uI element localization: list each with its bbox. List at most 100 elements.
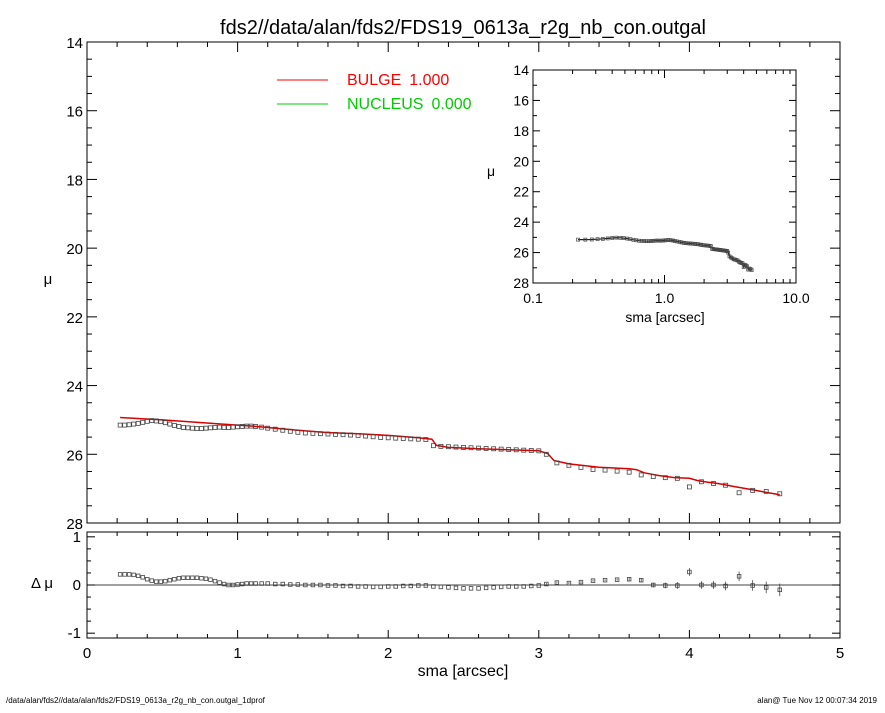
residual-point (167, 577, 173, 583)
data-point (461, 445, 466, 450)
footer-timestamp: alan@ Tue Nov 12 00:07:34 2019 (757, 696, 877, 705)
data-point (310, 430, 316, 436)
residual-point (248, 581, 254, 586)
data-point (208, 425, 213, 431)
data-point (199, 426, 204, 431)
inset-data-point (677, 240, 682, 244)
legend: BULGE 1.000 NUCLEUS 0.000 (277, 72, 472, 113)
residual-point (295, 582, 301, 587)
data-point (423, 437, 429, 442)
data-point (711, 481, 716, 486)
data-point (662, 475, 668, 481)
data-point (244, 423, 250, 429)
inset-data-point (744, 263, 748, 268)
data-point (513, 447, 519, 453)
inset-panel: 14 16 18 20 22 24 26 280.1 1.0 10.0 μ sma [arcsec… (487, 62, 810, 325)
main-y-tick-label: 24 (66, 379, 83, 396)
data-point (194, 426, 200, 431)
residual-point (172, 577, 177, 582)
data-point (674, 475, 680, 481)
residual-point (566, 580, 572, 586)
inset-data-point (679, 240, 684, 245)
data-point (272, 426, 278, 432)
inset-plot-frame (532, 69, 797, 284)
inset-y-tick-label: 28 (513, 275, 529, 291)
inset-data-point (671, 238, 675, 243)
data-point (162, 420, 168, 426)
x-tick-label: 2 (384, 645, 392, 662)
inset-y-tick-label: 18 (513, 123, 529, 139)
residual-point (145, 577, 150, 582)
inset-data-point (683, 241, 688, 245)
residual-point (259, 581, 264, 586)
inset-data-point (675, 239, 680, 244)
inset-data-point (653, 238, 658, 243)
data-point (295, 429, 301, 435)
residual-y-tick-label: 1 (73, 529, 81, 546)
data-point (498, 446, 504, 452)
data-point (491, 446, 497, 452)
data-point (736, 490, 742, 496)
inset-y-tick-label: 14 (513, 62, 529, 78)
x-tick-label: 0 (83, 645, 91, 662)
inset-data-point (657, 238, 661, 243)
figure-title: fds2//data/alan/fds2/FDS19_0613a_r2g_nb_… (220, 17, 706, 39)
inset-x-tick-label: 10.0 (782, 290, 809, 306)
data-point (135, 420, 141, 426)
inset-data-point (601, 237, 605, 241)
residual-point (154, 579, 159, 584)
data-point (602, 467, 608, 473)
legend-label-bulge: BULGE 1.000 (347, 72, 449, 89)
data-point (340, 432, 346, 438)
data-point (370, 434, 376, 440)
data-point (131, 421, 137, 427)
data-point (687, 484, 692, 490)
inset-data-point (673, 239, 677, 243)
data-point (226, 425, 231, 430)
residual-point (217, 580, 222, 585)
residual-point (340, 583, 346, 589)
residual-point (423, 583, 429, 588)
inset-y-axis-label: μ (487, 163, 495, 179)
residual-point (416, 583, 421, 588)
residual-point (318, 582, 323, 588)
data-point (385, 435, 391, 441)
data-point (180, 425, 186, 430)
residual-point (136, 573, 141, 579)
data-point (699, 479, 704, 485)
residual-point (723, 583, 728, 589)
data-point (453, 444, 459, 450)
residual-point (212, 578, 218, 584)
data-point (149, 418, 155, 424)
data-point (140, 419, 146, 425)
residual-point (190, 575, 195, 580)
inset-y-tick-label: 24 (513, 214, 529, 230)
data-point (438, 443, 444, 449)
residual-point (126, 572, 132, 577)
residual-point (699, 582, 704, 588)
residual-point (529, 583, 534, 589)
residual-point (385, 584, 391, 589)
data-point (248, 423, 254, 429)
data-point (333, 431, 338, 437)
residual-y-tick-label: -1 (68, 625, 81, 642)
data-point (265, 425, 271, 431)
main-y-tick-label: 16 (66, 104, 83, 121)
residual-y-tick-label: 0 (73, 577, 81, 594)
data-point (723, 482, 728, 488)
residual-point (181, 575, 186, 580)
data-point (230, 424, 236, 430)
inset-data-point (610, 236, 615, 240)
data-point (650, 474, 656, 480)
residual-point (777, 587, 782, 593)
main-y-tick-label: 26 (66, 447, 83, 464)
data-point (543, 451, 549, 457)
residual-point (651, 582, 656, 588)
inset-data-point (621, 236, 626, 240)
residual-point (288, 582, 293, 587)
data-point (393, 435, 399, 441)
residual-point (149, 578, 154, 583)
inset-x-axis-label: sma [arcsec] (625, 309, 704, 325)
residual-panel: 10-10 1 2 3 4 5 Δ μ sma [arcsec] (31, 529, 844, 680)
